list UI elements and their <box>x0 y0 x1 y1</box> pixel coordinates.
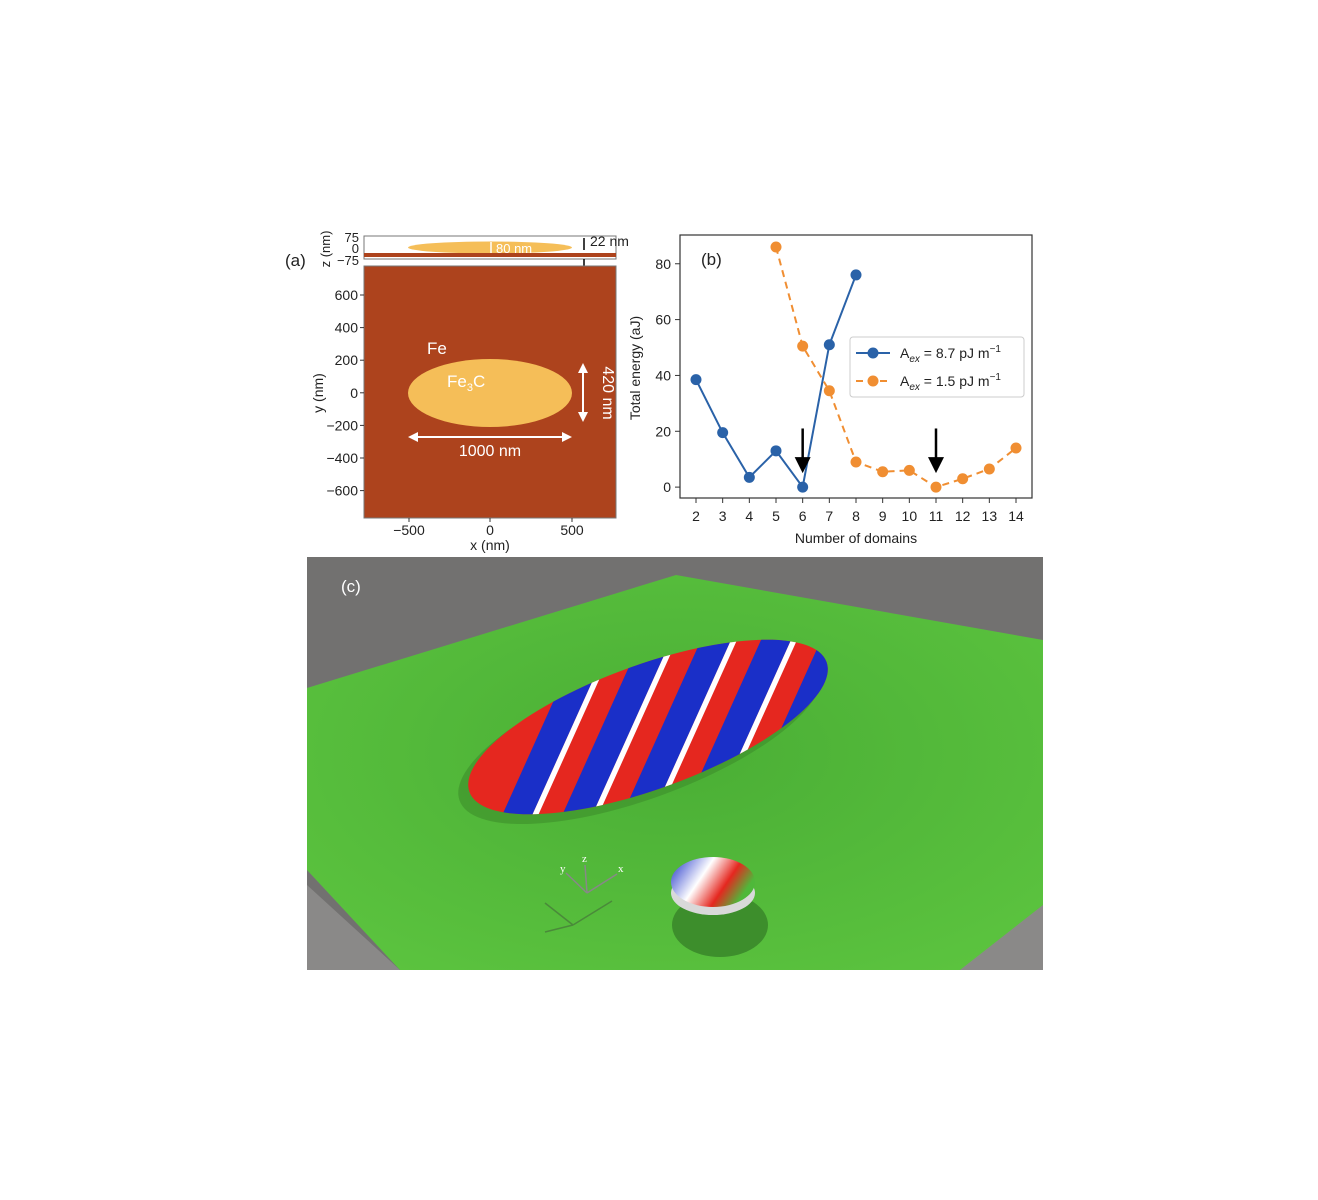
data-point <box>983 463 995 475</box>
down-domain <box>560 620 680 820</box>
data-point <box>850 456 862 468</box>
legend-label: Aex = 8.7 pJ m−1 <box>900 344 1001 365</box>
width-arrow-icon <box>408 432 572 442</box>
ytick-label: 400 <box>335 320 359 336</box>
ytick-label: 200 <box>335 352 359 368</box>
data-point <box>743 471 755 483</box>
xtick-label: 10 <box>902 508 918 524</box>
panel-label-a: (a) <box>285 251 306 270</box>
fe3c-label: Fe3C <box>447 372 485 394</box>
xtick-label: 0 <box>486 522 494 538</box>
xtick-label: 5 <box>772 508 780 524</box>
legend-marker <box>867 375 879 387</box>
xtick-label: 4 <box>745 508 753 524</box>
z-axis-label: z (nm) <box>318 231 333 268</box>
legend: Aex = 8.7 pJ m−1 Aex = 1.5 pJ m−1 <box>849 336 1025 398</box>
axes-triad-icon <box>544 864 618 933</box>
axis-z-label: z <box>582 853 587 865</box>
xtick-label: −500 <box>393 522 425 538</box>
down-domain <box>620 620 740 820</box>
chart-series <box>690 241 1022 493</box>
y-axis-label: y (nm) <box>310 373 326 413</box>
panel-a: (a) 80 nm 22 nm 75 0 −75 z (nm) Fe Fe3C … <box>285 230 629 553</box>
data-point <box>930 481 942 493</box>
data-point <box>823 339 835 351</box>
xtick-label: 3 <box>719 508 727 524</box>
data-point <box>850 269 862 281</box>
vortex-disc <box>671 857 755 907</box>
data-point <box>797 481 809 493</box>
ytick-label: 600 <box>335 287 359 303</box>
ytick-label: −400 <box>326 450 358 466</box>
xtick-label: 2 <box>692 508 700 524</box>
ytick-label: 0 <box>663 479 671 495</box>
ytick-label: 20 <box>655 423 671 439</box>
panel-b: (b) 2 3 4 5 6 7 8 9 10 11 12 13 14 0 20 40 60 80 Number o… <box>627 234 1033 546</box>
xtick-label: 13 <box>982 508 998 524</box>
data-point <box>770 241 782 253</box>
data-point <box>770 445 782 457</box>
data-point <box>877 466 889 478</box>
fe3c-particle <box>408 359 572 427</box>
data-point <box>903 464 915 476</box>
domain-wall <box>590 620 686 820</box>
legend-box <box>849 336 1025 398</box>
xtick-label: 12 <box>955 508 971 524</box>
ytick-label: 80 <box>655 256 671 272</box>
panel-label-b: (b) <box>701 250 722 269</box>
arrow-head-icon <box>794 457 811 474</box>
panel-c: (c) y z x <box>307 557 1043 970</box>
film-cross-section <box>364 253 616 257</box>
arrow-head-icon <box>928 457 944 474</box>
data-point <box>690 374 702 386</box>
xtick-label: 9 <box>879 508 887 524</box>
film-label: 22 nm <box>590 233 629 249</box>
thickness-label: 80 nm <box>496 241 532 256</box>
data-point <box>823 385 835 397</box>
ytick-label: 60 <box>655 312 671 328</box>
panel-label-c: (c) <box>341 577 361 596</box>
legend-label: Aex = 1.5 pJ m−1 <box>900 372 1001 393</box>
xtick-label: 11 <box>929 508 944 524</box>
x-axis-label: Number of domains <box>795 530 917 546</box>
axis-y-label: y <box>560 863 566 875</box>
data-point <box>957 473 969 485</box>
xtick-label: 7 <box>825 508 833 524</box>
chart-ticks: 2 3 4 5 6 7 8 9 10 11 12 13 14 0 20 40 60 80 <box>655 256 1024 524</box>
film-edge-left <box>307 885 400 970</box>
xtick-label: 8 <box>852 508 860 524</box>
data-point <box>717 427 729 439</box>
height-label: 420 nm <box>599 366 616 419</box>
ytick-label: 40 <box>655 367 671 383</box>
width-label: 1000 nm <box>459 443 521 460</box>
xtick-label: 500 <box>560 522 584 538</box>
domain-wall <box>650 620 746 820</box>
particle-cross-section <box>408 241 572 254</box>
xtick-label: 14 <box>1008 508 1024 524</box>
axis-x-label: x <box>618 863 624 875</box>
y-axis-label: Total energy (aJ) <box>627 316 643 420</box>
xtick-label: 6 <box>799 508 807 524</box>
data-point <box>797 340 809 352</box>
map-ticks: −500 0 500 600 400 200 0 −200 −400 −600 <box>326 287 583 538</box>
ytick-label: −200 <box>326 417 358 433</box>
ytick: 0 <box>352 241 359 256</box>
data-point <box>1010 442 1022 454</box>
fe-label: Fe <box>427 339 447 358</box>
x-axis-label: x (nm) <box>470 537 510 553</box>
ytick-label: −600 <box>326 483 358 499</box>
ytick-label: 0 <box>350 385 358 401</box>
height-arrow-icon <box>578 363 588 422</box>
ytick: −75 <box>337 253 359 268</box>
chart-annotations <box>794 428 944 474</box>
ytick: 75 <box>345 230 359 245</box>
legend-marker <box>867 347 879 359</box>
